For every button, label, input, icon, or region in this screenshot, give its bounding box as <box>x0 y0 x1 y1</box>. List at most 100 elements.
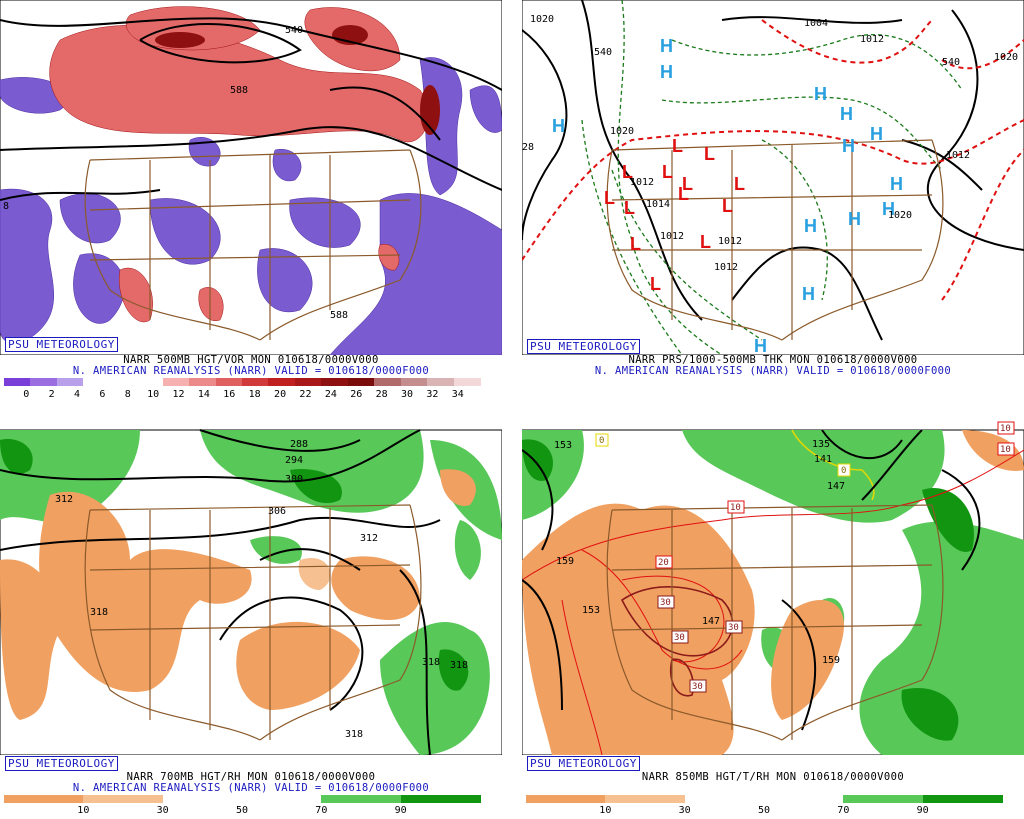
isotherm-label: 10 <box>730 503 741 513</box>
negative-vorticity-areas <box>0 57 502 355</box>
contour-label: 318 <box>345 729 363 740</box>
psu-meteorology-badge: PSU METEOROLOGY <box>5 756 118 771</box>
contour-label: 159 <box>822 655 840 666</box>
low-pressure-symbol: L <box>650 274 661 294</box>
contour-label: 1012 <box>630 177 654 188</box>
isotherm-label: 0 <box>599 436 604 446</box>
contour-label: 1012 <box>946 150 970 161</box>
rh-colorbar <box>4 795 481 803</box>
contour-label: 318 <box>450 660 468 671</box>
colorbar-tick-label: 16 <box>223 389 236 400</box>
contour-label: 1020 <box>530 14 554 25</box>
vorticity-colorbar-ticks: 0 2 4 6 8 10 12 14 16 18 20 22 24 26 28 30 32 34 <box>4 389 480 401</box>
contour-label: 312 <box>55 494 73 505</box>
pressure-centers: H H H H H H H H H H H H H L L L L L L L … <box>552 36 903 355</box>
contour-labels: 540 588 588 8 <box>3 25 348 321</box>
high-pressure-symbol: H <box>870 124 883 144</box>
chart-title-line: NARR 700MB HGT/RH MON 010618/0000V000 <box>126 771 376 783</box>
contour-label: 1020 <box>888 210 912 221</box>
isotherm-label: 10 <box>1000 424 1011 434</box>
colorbar-tick-label: 10 <box>147 389 160 400</box>
colorbar-segment <box>321 795 402 803</box>
contour-label: 288 <box>290 439 308 450</box>
colorbar-segment <box>321 378 349 386</box>
high-pressure-symbol: H <box>842 136 855 156</box>
pressure-thickness-map: H H H H H H H H H H H H H L L L L L L L … <box>522 0 1024 355</box>
contour-label: 1012 <box>714 262 738 273</box>
colorbar-segment <box>242 795 323 803</box>
colorbar-segment <box>605 795 686 803</box>
colorbar-segment <box>843 795 924 803</box>
political-boundaries <box>606 139 944 341</box>
psu-meteorology-badge: PSU METEOROLOGY <box>527 339 640 354</box>
low-pressure-symbol: L <box>682 174 693 194</box>
colorbar-tick-label: 12 <box>172 389 185 400</box>
low-pressure-symbol: L <box>662 162 673 182</box>
colorbar-segment <box>764 795 845 803</box>
colorbar-segment <box>4 795 85 803</box>
very-moist-areas <box>522 439 974 741</box>
high-pressure-symbol: H <box>660 62 673 82</box>
colorbar-segment <box>242 378 270 386</box>
contour-label: 306 <box>268 506 286 517</box>
colorbar-tick-label: 50 <box>757 805 771 816</box>
isotherm-label: 30 <box>728 623 739 633</box>
political-boundaries <box>606 504 944 741</box>
contour-label: 318 <box>422 657 440 668</box>
colorbar-segment <box>684 795 765 803</box>
contour-label: 540 <box>594 47 612 58</box>
isotherm-label: 30 <box>674 633 685 643</box>
colorbar-tick-label: 30 <box>400 389 414 400</box>
contour-label: 135 <box>812 439 830 450</box>
colorbar-tick-label: 22 <box>299 389 312 400</box>
colorbar-tick-label: 4 <box>73 389 80 400</box>
contour-label: 147 <box>702 616 720 627</box>
colorbar-tick-label: 10 <box>77 805 90 816</box>
colorbar-tick-label: 18 <box>248 389 261 400</box>
colorbar-tick-label: 32 <box>426 389 439 400</box>
colorbar-tick-label: 26 <box>350 389 363 400</box>
dry-areas <box>0 469 476 720</box>
high-pressure-symbol: H <box>814 84 827 104</box>
height-contours <box>0 17 502 201</box>
colorbar-segment <box>922 795 1003 803</box>
colorbar-segment <box>268 378 296 386</box>
high-pressure-symbol: H <box>840 104 853 124</box>
political-boundaries <box>84 149 422 341</box>
panel-500mb-vorticity: 540 588 588 8 PSU METEOROLOGY NARR 500MB… <box>0 0 502 409</box>
contour-labels: 153 135 141 147 159 153 147 159 <box>554 439 845 666</box>
colorbar-segment <box>56 378 85 386</box>
isotherm-label: 0 <box>841 466 846 476</box>
chart-title-line: NARR PRS/1000-500MB THK MON 010618/0000V… <box>628 354 918 366</box>
isobars <box>522 0 1024 341</box>
colorbar-tick-label: 70 <box>315 805 328 816</box>
isotherm-label: 10 <box>1000 445 1011 455</box>
colorbar-segment <box>215 378 243 386</box>
colorbar-segment <box>30 378 58 386</box>
colorbar-tick-label: 10 <box>599 805 612 816</box>
political-boundaries <box>84 504 422 741</box>
high-pressure-symbol: H <box>552 116 565 136</box>
low-pressure-symbol: L <box>700 232 711 252</box>
colorbar-tick-label: 0 <box>23 389 30 400</box>
chart-valid-line: N. AMERICAN REANALYSIS (NARR) VALID = 01… <box>594 365 952 377</box>
contour-label: 8 <box>3 201 9 212</box>
colorbar-segment <box>347 378 376 386</box>
contour-labels: 1020 1004 1012 540 540 1020 1020 1012 10… <box>522 14 1018 273</box>
high-pressure-symbol: H <box>882 199 895 219</box>
temp-rh-850mb-map: 153 135 141 147 159 153 147 159 0 10 10 … <box>522 421 1024 755</box>
colorbar-tick-label: 8 <box>124 389 131 400</box>
colorbar-segment <box>400 378 429 386</box>
contour-label: 1012 <box>660 231 684 242</box>
low-pressure-symbol: L <box>704 144 715 164</box>
low-pressure-symbol: L <box>622 162 633 182</box>
height-contours <box>522 429 981 731</box>
low-pressure-symbol: L <box>624 198 635 218</box>
isotherms <box>522 449 1024 755</box>
contour-labels: 288 294 300 306 312 312 318 318 318 318 <box>55 439 468 740</box>
thickness-540-lines <box>522 19 1024 301</box>
colorbar-tick-label: 2 <box>48 389 55 400</box>
colorbar-segment <box>4 378 32 386</box>
panel-700mb-rh: 288 294 300 306 312 312 318 318 318 318 … <box>0 410 502 819</box>
high-pressure-symbol: H <box>802 284 815 304</box>
